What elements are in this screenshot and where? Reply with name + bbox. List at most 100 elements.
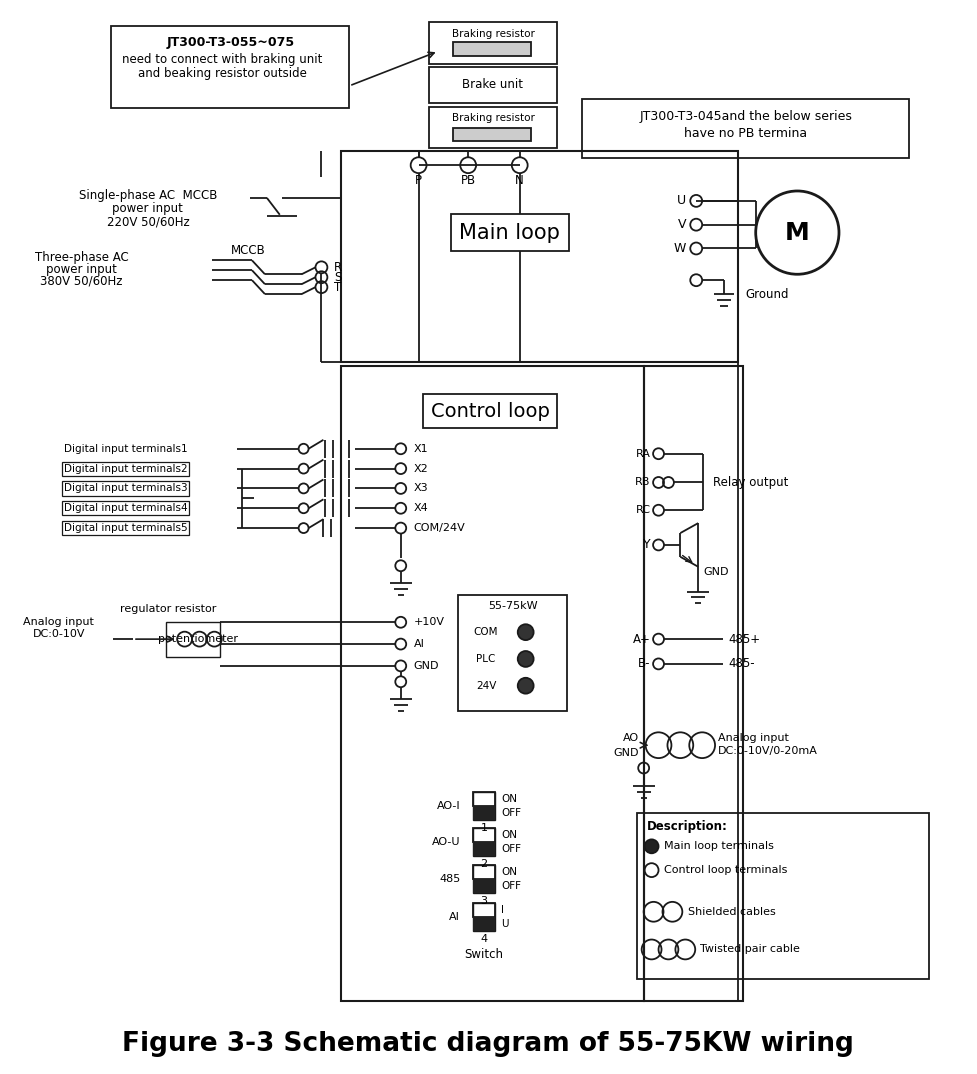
Bar <box>473 806 495 819</box>
Text: Description:: Description: <box>647 821 728 833</box>
Text: COM/24V: COM/24V <box>413 523 465 533</box>
Text: Control loop: Control loop <box>431 402 549 421</box>
Text: Digital input terminals5: Digital input terminals5 <box>64 523 188 533</box>
Text: OFF: OFF <box>501 844 521 854</box>
Text: RB: RB <box>635 478 651 488</box>
Text: AO-U: AO-U <box>432 838 460 847</box>
Text: A+: A+ <box>633 633 651 645</box>
Text: Relay output: Relay output <box>713 476 788 489</box>
Text: Figure 3-3 Schematic diagram of 55-75KW wiring: Figure 3-3 Schematic diagram of 55-75KW … <box>122 1031 854 1057</box>
Text: ON: ON <box>501 794 517 803</box>
Text: +10V: +10V <box>413 618 445 627</box>
Text: ON: ON <box>501 867 517 877</box>
Text: Braking resistor: Braking resistor <box>451 29 534 40</box>
Text: W: W <box>674 242 686 255</box>
Bar <box>429 23 558 64</box>
Text: OFF: OFF <box>501 808 521 817</box>
Text: AI: AI <box>449 912 460 921</box>
Bar <box>473 828 495 856</box>
Bar <box>473 792 495 806</box>
Text: Digital input terminals1: Digital input terminals1 <box>64 444 188 453</box>
Text: Digital input terminals3: Digital input terminals3 <box>64 483 188 493</box>
Text: 3: 3 <box>481 896 488 905</box>
Text: Digital input terminals4: Digital input terminals4 <box>64 504 188 513</box>
Text: power input: power input <box>112 202 184 215</box>
Text: Shielded cables: Shielded cables <box>688 906 776 917</box>
Text: PLC: PLC <box>477 654 495 664</box>
Text: 2: 2 <box>481 859 488 869</box>
Text: AO: AO <box>622 734 639 743</box>
Bar <box>582 99 910 158</box>
Bar <box>453 128 531 142</box>
Text: I: I <box>501 904 504 915</box>
Bar <box>453 42 531 56</box>
Text: GND: GND <box>614 749 639 758</box>
Bar <box>644 366 743 1001</box>
Text: GND: GND <box>413 661 439 671</box>
Bar <box>429 106 558 148</box>
Text: PB: PB <box>460 174 476 187</box>
Text: Brake unit: Brake unit <box>462 78 524 91</box>
Bar <box>473 866 495 879</box>
Text: Analog input: Analog input <box>23 618 94 627</box>
Bar <box>473 792 495 819</box>
Text: RA: RA <box>636 449 651 459</box>
Text: 220V 50/60Hz: 220V 50/60Hz <box>106 215 190 228</box>
Text: AI: AI <box>413 639 425 649</box>
Text: Digital input terminals2: Digital input terminals2 <box>64 464 188 474</box>
Text: Switch: Switch <box>464 948 503 961</box>
Text: S: S <box>334 271 342 284</box>
Bar <box>166 622 220 657</box>
Circle shape <box>645 840 658 853</box>
Text: potentiometer: potentiometer <box>158 634 237 644</box>
Text: 24V: 24V <box>476 681 496 691</box>
Text: Twisted pair cable: Twisted pair cable <box>701 944 800 955</box>
Text: COM: COM <box>474 627 498 637</box>
Circle shape <box>518 624 533 640</box>
Bar <box>473 917 495 930</box>
Text: T: T <box>334 280 342 293</box>
Circle shape <box>518 651 533 667</box>
Text: X1: X1 <box>413 444 428 453</box>
Text: U: U <box>677 194 686 207</box>
Text: Main loop terminals: Main loop terminals <box>664 841 775 852</box>
Text: regulator resistor: regulator resistor <box>119 605 216 614</box>
Bar <box>458 595 568 711</box>
Text: JT300-T3-055~075: JT300-T3-055~075 <box>166 35 294 48</box>
Text: JT300-T3-045and the below series: JT300-T3-045and the below series <box>639 111 852 124</box>
Text: Control loop terminals: Control loop terminals <box>664 866 787 875</box>
Bar <box>429 67 558 103</box>
Text: X2: X2 <box>413 464 428 474</box>
Text: Y: Y <box>643 538 651 551</box>
Text: N: N <box>515 174 524 187</box>
Bar <box>473 903 495 930</box>
Text: power input: power input <box>46 263 117 276</box>
Text: MCCB: MCCB <box>231 244 266 257</box>
Text: Single-phase AC  MCCB: Single-phase AC MCCB <box>79 189 217 202</box>
Bar <box>473 842 495 856</box>
Text: X3: X3 <box>413 483 428 493</box>
Bar <box>341 151 738 362</box>
Bar <box>111 27 349 107</box>
Text: need to connect with braking unit: need to connect with braking unit <box>122 53 322 66</box>
Text: RC: RC <box>636 505 651 516</box>
Text: OFF: OFF <box>501 881 521 891</box>
Text: 1: 1 <box>481 823 488 832</box>
Text: 380V 50/60Hz: 380V 50/60Hz <box>40 275 123 288</box>
Text: and beaking resistor outside: and beaking resistor outside <box>138 68 307 81</box>
Text: Three-phase AC: Three-phase AC <box>34 251 128 264</box>
Text: 485-: 485- <box>728 657 754 670</box>
Text: 485+: 485+ <box>728 633 760 645</box>
Text: M: M <box>785 220 810 245</box>
Text: Analog input: Analog input <box>718 734 788 743</box>
Text: Main loop: Main loop <box>459 222 560 243</box>
Circle shape <box>518 678 533 694</box>
Text: 4: 4 <box>481 933 488 944</box>
Bar <box>473 828 495 842</box>
Text: X4: X4 <box>413 504 428 513</box>
Text: 55-75kW: 55-75kW <box>488 601 537 611</box>
Text: ON: ON <box>501 830 517 841</box>
Text: have no PB termina: have no PB termina <box>684 127 807 140</box>
Text: R: R <box>334 261 343 274</box>
Text: Braking resistor: Braking resistor <box>451 113 534 122</box>
